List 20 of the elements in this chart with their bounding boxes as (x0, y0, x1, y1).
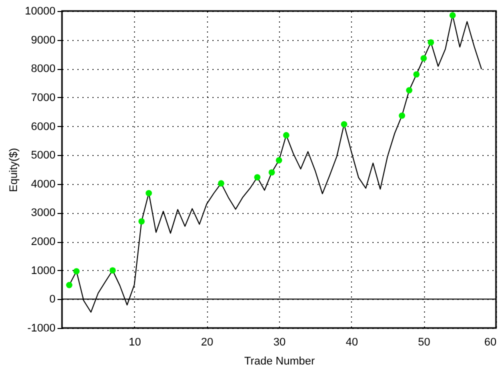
y-tick-label: 10000 (24, 6, 56, 18)
x-tick-label: 20 (201, 336, 214, 348)
x-tick-label: 50 (418, 336, 430, 348)
y-tick-label: 2000 (31, 236, 56, 248)
x-axis-title: Trade Number (244, 356, 316, 368)
y-tick-label: 0 (49, 294, 56, 306)
x-tick-label: 30 (273, 336, 286, 348)
y-tick-label: 7000 (31, 92, 56, 104)
y-tick-label: 5000 (31, 150, 56, 162)
y-tick-label: 4000 (31, 178, 56, 190)
y-tick-label: 6000 (31, 120, 56, 133)
x-tick-label: 60 (484, 336, 496, 348)
x-tick-label: 40 (346, 336, 358, 348)
y-tick-label: 9000 (31, 34, 56, 46)
y-axis-title: Equity($) (8, 148, 20, 192)
y-tick-label: -1000 (27, 322, 56, 334)
x-tick-label: 10 (128, 336, 141, 348)
y-tick-label: 8000 (31, 63, 56, 76)
y-tick-label: 3000 (31, 207, 56, 220)
y-tick-label: 1000 (31, 264, 56, 277)
